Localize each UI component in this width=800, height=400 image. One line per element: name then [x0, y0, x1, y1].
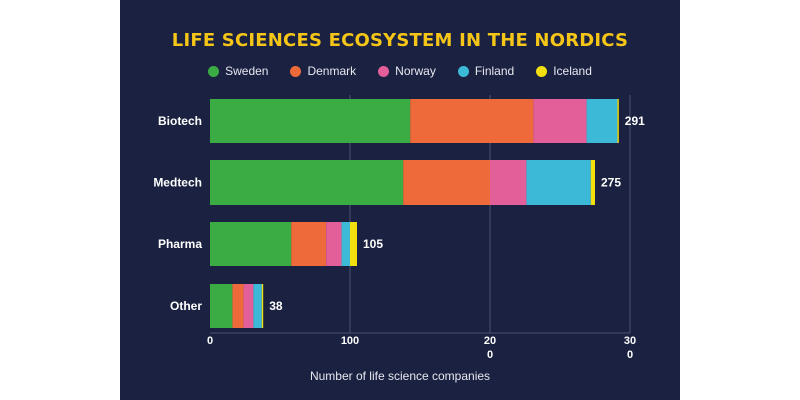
category-label: Pharma: [158, 237, 202, 251]
data-label: 291: [625, 114, 645, 128]
bar-segment: [326, 222, 342, 266]
bar-segment: [253, 284, 262, 328]
data-label: 105: [363, 237, 383, 251]
bar-segment: [210, 222, 292, 266]
legend-label: Iceland: [553, 64, 592, 78]
legend-label: Norway: [395, 64, 436, 78]
legend-item: Finland: [457, 64, 515, 78]
legend-item: Norway: [378, 64, 436, 78]
category-label: Other: [170, 299, 202, 313]
tick-label: 30: [624, 335, 636, 347]
legend-swatch: [457, 65, 469, 77]
chart-panel: LIFE SCIENCES ECOSYSTEM IN THE NORDICS S…: [120, 0, 680, 400]
bar-segment: [243, 284, 254, 328]
bar-segment: [291, 222, 327, 266]
legend-label: Denmark: [307, 64, 357, 78]
legend-swatch: [208, 65, 220, 77]
bar-segment: [341, 222, 350, 266]
tick-label: 0: [207, 335, 213, 347]
bar-segment: [617, 99, 619, 143]
legend-label: Finland: [474, 64, 515, 78]
bar-segment: [350, 222, 357, 266]
legend-label: Sweden: [225, 64, 269, 78]
legend-item: Denmark: [290, 64, 356, 78]
bar-segment: [210, 160, 404, 205]
legend-swatch: [378, 65, 390, 77]
legend-swatch: [290, 65, 302, 77]
chart-title: LIFE SCIENCES ECOSYSTEM IN THE NORDICS: [171, 30, 629, 51]
chart-legend: Sweden Denmark Norway Finland Iceland: [120, 64, 680, 78]
bar-chart: Biotech 291 Medtech 275 Pharma 105 Other 38 0 100…: [153, 95, 645, 383]
category-label: Biotech: [158, 114, 202, 128]
category-label: Medtech: [153, 176, 202, 190]
bar-segment: [232, 284, 244, 328]
tick-label: 0: [627, 349, 633, 361]
tick-label: 100: [341, 335, 359, 347]
bar-segment: [533, 99, 587, 143]
tick-label: 20: [484, 335, 496, 347]
bar-segment: [403, 160, 490, 205]
data-label: 38: [269, 299, 283, 313]
data-label: 275: [601, 176, 621, 190]
legend-item: Sweden: [208, 64, 268, 78]
bar-segment: [210, 284, 233, 328]
bar-segment: [586, 99, 618, 143]
bar-segment: [410, 99, 534, 143]
bar-segment: [210, 99, 411, 143]
tick-label: 0: [487, 349, 493, 361]
legend-swatch: [536, 65, 548, 77]
bar-segment: [490, 160, 527, 205]
bar-segment: [590, 160, 595, 205]
x-axis-label: Number of life science companies: [310, 369, 490, 383]
bar-segment: [526, 160, 591, 205]
bar-segment: [261, 284, 264, 328]
legend-item: Iceland: [536, 64, 592, 78]
